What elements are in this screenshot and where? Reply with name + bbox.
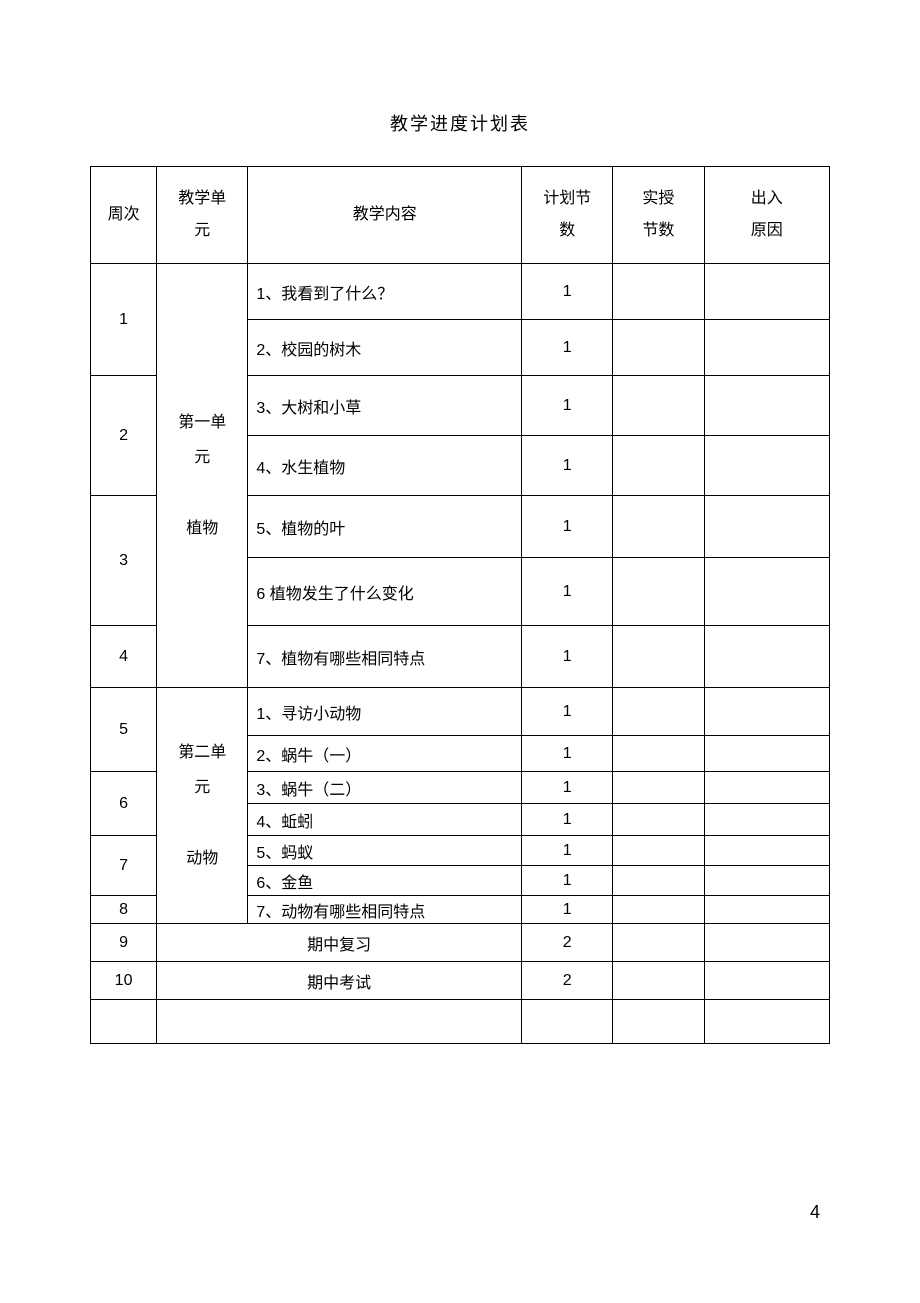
actual-cell [613, 866, 704, 896]
actual-cell [613, 962, 704, 1000]
planned-cell: 2 [522, 924, 613, 962]
planned-cell: 1 [522, 896, 613, 924]
table-row-midterm-review: 9 期中复习 2 [91, 924, 830, 962]
blank-cell [91, 1000, 157, 1044]
content-cell: 6、金鱼 [248, 866, 522, 896]
actual-cell [613, 896, 704, 924]
planned-cell: 1 [522, 866, 613, 896]
reason-cell [704, 836, 829, 866]
week-cell: 7 [91, 836, 157, 896]
content-cell: 2、校园的树木 [248, 320, 522, 376]
planned-cell: 1 [522, 836, 613, 866]
col-reason: 出入 原因 [704, 167, 829, 264]
content-cell: 期中复习 [157, 924, 522, 962]
reason-cell [704, 376, 829, 436]
reason-cell [704, 772, 829, 804]
col-week: 周次 [91, 167, 157, 264]
actual-cell [613, 772, 704, 804]
blank-cell [613, 1000, 704, 1044]
week-cell: 4 [91, 626, 157, 688]
actual-cell [613, 320, 704, 376]
actual-cell [613, 924, 704, 962]
table-row-midterm-exam: 10 期中考试 2 [91, 962, 830, 1000]
content-cell: 4、水生植物 [248, 436, 522, 496]
col-content: 教学内容 [248, 167, 522, 264]
blank-cell [522, 1000, 613, 1044]
content-cell: 1、我看到了什么？ [248, 264, 522, 320]
planned-cell: 1 [522, 320, 613, 376]
actual-cell [613, 736, 704, 772]
reason-cell [704, 626, 829, 688]
table-header-row: 周次 教学单 元 教学内容 计划节 数 实授 节数 出入 原因 [91, 167, 830, 264]
page-number: 4 [810, 1202, 820, 1223]
planned-cell: 2 [522, 962, 613, 1000]
planned-cell: 1 [522, 736, 613, 772]
planned-cell: 1 [522, 772, 613, 804]
content-cell: 5、蚂蚁 [248, 836, 522, 866]
reason-cell [704, 866, 829, 896]
reason-cell [704, 736, 829, 772]
unit-cell-2: 第二单 元 动物 [157, 688, 248, 924]
table-row: 5 第二单 元 动物 1、寻访小动物 1 [91, 688, 830, 736]
actual-cell [613, 376, 704, 436]
actual-cell [613, 688, 704, 736]
content-cell: 3、大树和小草 [248, 376, 522, 436]
planned-cell: 1 [522, 626, 613, 688]
content-cell: 2、蜗牛（一） [248, 736, 522, 772]
reason-cell [704, 804, 829, 836]
reason-cell [704, 962, 829, 1000]
table-row-blank [91, 1000, 830, 1044]
actual-cell [613, 558, 704, 626]
reason-cell [704, 924, 829, 962]
week-cell: 1 [91, 264, 157, 376]
actual-cell [613, 496, 704, 558]
actual-cell [613, 626, 704, 688]
col-actual: 实授 节数 [613, 167, 704, 264]
content-cell: 期中考试 [157, 962, 522, 1000]
content-cell: 7、动物有哪些相同特点 [248, 896, 522, 924]
week-cell: 8 [91, 896, 157, 924]
week-cell: 3 [91, 496, 157, 626]
content-cell: 3、蜗牛（二） [248, 772, 522, 804]
table-row: 1 第一单 元 植物 1、我看到了什么？ 1 [91, 264, 830, 320]
blank-cell [157, 1000, 522, 1044]
document-title: 教学进度计划表 [90, 110, 830, 136]
planned-cell: 1 [522, 688, 613, 736]
planned-cell: 1 [522, 496, 613, 558]
week-cell: 5 [91, 688, 157, 772]
reason-cell [704, 264, 829, 320]
actual-cell [613, 836, 704, 866]
content-cell: 4、蚯蚓 [248, 804, 522, 836]
content-cell: 7、植物有哪些相同特点 [248, 626, 522, 688]
content-cell: 5、植物的叶 [248, 496, 522, 558]
planned-cell: 1 [522, 376, 613, 436]
week-cell: 6 [91, 772, 157, 836]
week-cell: 9 [91, 924, 157, 962]
reason-cell [704, 436, 829, 496]
planned-cell: 1 [522, 264, 613, 320]
reason-cell [704, 496, 829, 558]
actual-cell [613, 804, 704, 836]
week-cell: 10 [91, 962, 157, 1000]
actual-cell [613, 264, 704, 320]
blank-cell [704, 1000, 829, 1044]
reason-cell [704, 688, 829, 736]
reason-cell [704, 558, 829, 626]
col-planned: 计划节 数 [522, 167, 613, 264]
content-cell: 6 植物发生了什么变化 [248, 558, 522, 626]
schedule-table: 周次 教学单 元 教学内容 计划节 数 实授 节数 出入 原因 1 第一单 元 … [90, 166, 830, 1044]
planned-cell: 1 [522, 804, 613, 836]
reason-cell [704, 320, 829, 376]
col-unit: 教学单 元 [157, 167, 248, 264]
planned-cell: 1 [522, 436, 613, 496]
content-cell: 1、寻访小动物 [248, 688, 522, 736]
week-cell: 2 [91, 376, 157, 496]
unit-cell-1: 第一单 元 植物 [157, 264, 248, 688]
planned-cell: 1 [522, 558, 613, 626]
actual-cell [613, 436, 704, 496]
reason-cell [704, 896, 829, 924]
